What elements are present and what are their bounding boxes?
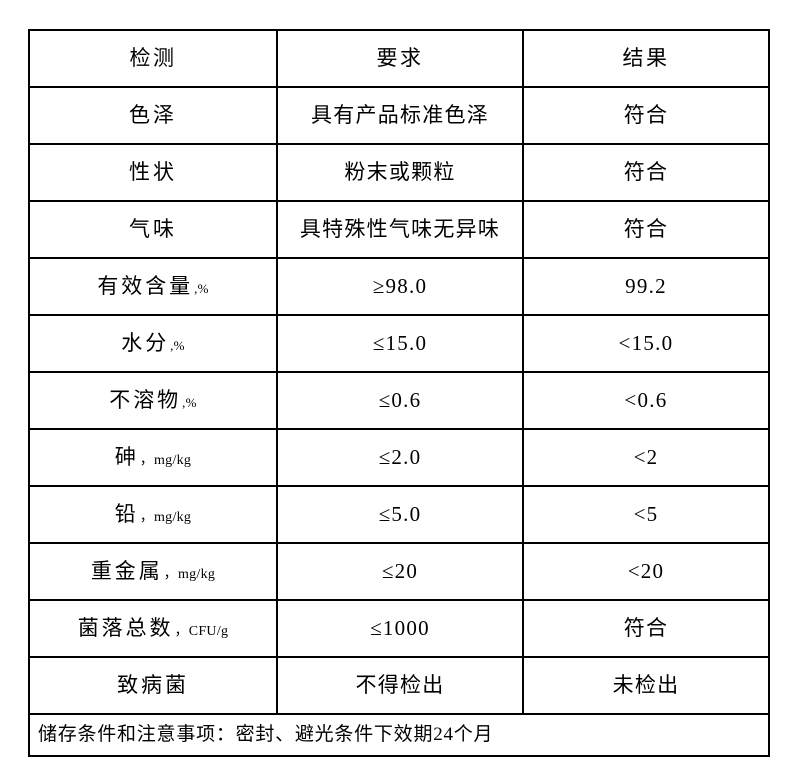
table-row: 铅，mg/kg ≤5.0 <5 [28, 485, 770, 544]
column-header-requirement: 要求 [276, 29, 524, 88]
cell-item-name: 菌落总数，CFU/g [28, 599, 278, 658]
item-label: 色泽 [129, 102, 177, 127]
cell-requirement: 粉末或颗粒 [276, 143, 524, 202]
cell-result: 符合 [522, 143, 770, 202]
cell-item-name: 铅，mg/kg [28, 485, 278, 544]
cell-result: <20 [522, 542, 770, 601]
cell-requirement: ≤2.0 [276, 428, 524, 487]
cell-result: <2 [522, 428, 770, 487]
specification-table: 检测 要求 结果 色泽 具有产品标准色泽 符合 性状 粉末或颗粒 符合 气味 具特殊性气味无异味 符合… [28, 29, 770, 757]
item-label: 菌落总数 [77, 615, 174, 640]
cell-requirement: ≤0.6 [276, 371, 524, 430]
item-label: 气味 [129, 216, 177, 241]
item-unit-suffix: ，mg/kg [163, 566, 216, 582]
cell-result: 符合 [522, 200, 770, 259]
cell-item-name: 砷，mg/kg [28, 428, 278, 487]
cell-requirement: ≤15.0 [276, 314, 524, 373]
cell-requirement: ≤5.0 [276, 485, 524, 544]
table-row: 不溶物,% ≤0.6 <0.6 [28, 371, 770, 430]
cell-requirement: ≥98.0 [276, 257, 524, 316]
cell-item-name: 性状 [28, 143, 278, 202]
item-label: 砷 [114, 444, 139, 469]
specification-sheet: 检测 要求 结果 色泽 具有产品标准色泽 符合 性状 粉末或颗粒 符合 气味 具特殊性气味无异味 符合… [28, 29, 770, 757]
item-unit-suffix: ，mg/kg [139, 509, 192, 525]
item-unit-suffix: ，CFU/g [174, 623, 229, 639]
table-row: 性状 粉末或颗粒 符合 [28, 143, 770, 202]
item-label: 致病菌 [117, 672, 189, 697]
cell-item-name: 致病菌 [28, 656, 278, 715]
cell-result: 99.2 [522, 257, 770, 316]
cell-requirement: ≤20 [276, 542, 524, 601]
table-header-row: 检测 要求 结果 [28, 29, 770, 88]
cell-result: <0.6 [522, 371, 770, 430]
item-label: 性状 [129, 159, 177, 184]
cell-item-name: 水分,% [28, 314, 278, 373]
item-label: 水分 [121, 330, 170, 355]
item-label: 不溶物 [109, 387, 182, 412]
cell-result: 符合 [522, 599, 770, 658]
item-unit-suffix: ,% [182, 394, 197, 410]
cell-result: 未检出 [522, 656, 770, 715]
table-row: 色泽 具有产品标准色泽 符合 [28, 86, 770, 145]
table-row: 气味 具特殊性气味无异味 符合 [28, 200, 770, 259]
column-header-result: 结果 [522, 29, 770, 88]
cell-result: <5 [522, 485, 770, 544]
table-row: 致病菌 不得检出 未检出 [28, 656, 770, 715]
cell-requirement: 具特殊性气味无异味 [276, 200, 524, 259]
cell-item-name: 有效含量,% [28, 257, 278, 316]
cell-requirement: 具有产品标准色泽 [276, 86, 524, 145]
item-unit-suffix: ,% [170, 337, 185, 353]
column-header-item: 检测 [28, 29, 278, 88]
item-label: 重金属 [90, 558, 163, 583]
item-unit-suffix: ，mg/kg [139, 452, 192, 468]
cell-requirement: 不得检出 [276, 656, 524, 715]
table-row: 砷，mg/kg ≤2.0 <2 [28, 428, 770, 487]
cell-item-name: 色泽 [28, 86, 278, 145]
item-unit-suffix: ,% [194, 280, 209, 296]
cell-result: 符合 [522, 86, 770, 145]
cell-item-name: 气味 [28, 200, 278, 259]
table-row: 菌落总数，CFU/g ≤1000 符合 [28, 599, 770, 658]
cell-item-name: 重金属，mg/kg [28, 542, 278, 601]
table-body: 检测 要求 结果 色泽 具有产品标准色泽 符合 性状 粉末或颗粒 符合 气味 具特殊性气味无异味 符合… [28, 29, 770, 757]
table-row: 水分,% ≤15.0 <15.0 [28, 314, 770, 373]
item-label: 有效含量 [97, 273, 194, 298]
item-label: 铅 [114, 501, 139, 526]
table-row: 重金属，mg/kg ≤20 <20 [28, 542, 770, 601]
cell-requirement: ≤1000 [276, 599, 524, 658]
cell-result: <15.0 [522, 314, 770, 373]
table-row: 有效含量,% ≥98.0 99.2 [28, 257, 770, 316]
cell-item-name: 不溶物,% [28, 371, 278, 430]
